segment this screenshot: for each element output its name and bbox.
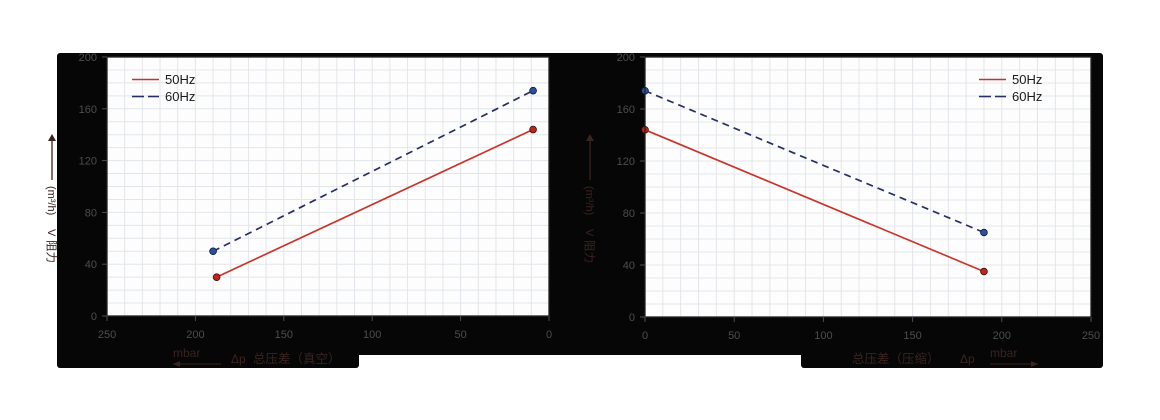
svg-text:100: 100 — [814, 330, 832, 342]
svg-text:120: 120 — [617, 156, 635, 168]
svg-text:80: 80 — [623, 208, 635, 220]
svg-text:40: 40 — [85, 259, 97, 271]
svg-text:150: 150 — [903, 330, 921, 342]
svg-text:Δp: Δp — [960, 352, 975, 366]
svg-text:160: 160 — [79, 104, 97, 116]
svg-text:60Hz: 60Hz — [165, 89, 195, 104]
svg-text:60Hz: 60Hz — [1012, 89, 1042, 104]
svg-text:250: 250 — [1082, 330, 1100, 342]
svg-text:(m³/h): (m³/h) — [583, 186, 595, 215]
svg-text:120: 120 — [79, 156, 97, 168]
svg-text:0: 0 — [629, 312, 635, 324]
svg-text:V: V — [583, 229, 595, 237]
svg-text:阻力: 阻力 — [583, 240, 596, 263]
svg-text:40: 40 — [623, 260, 635, 272]
svg-text:80: 80 — [85, 207, 97, 219]
svg-text:V: V — [45, 229, 57, 237]
svg-text:50: 50 — [454, 329, 466, 341]
svg-text:100: 100 — [363, 329, 381, 341]
svg-text:总压差（压缩）: 总压差（压缩） — [852, 351, 940, 366]
svg-text:200: 200 — [79, 52, 97, 64]
svg-text:250: 250 — [98, 329, 116, 341]
svg-text:200: 200 — [617, 52, 635, 64]
svg-text:Δp: Δp — [231, 352, 246, 366]
svg-text:50Hz: 50Hz — [165, 72, 195, 87]
svg-text:阻力: 阻力 — [45, 240, 58, 263]
svg-text:mbar: mbar — [173, 347, 200, 360]
svg-text:200: 200 — [993, 330, 1011, 342]
svg-text:150: 150 — [275, 329, 293, 341]
svg-text:0: 0 — [642, 330, 648, 342]
svg-text:0: 0 — [546, 329, 552, 341]
svg-text:mbar: mbar — [990, 347, 1017, 360]
svg-text:(m³/h): (m³/h) — [45, 186, 57, 215]
svg-text:160: 160 — [617, 104, 635, 116]
svg-text:总压差（真空）: 总压差（真空） — [253, 352, 341, 366]
svg-text:50: 50 — [728, 330, 740, 342]
svg-text:0: 0 — [91, 311, 97, 323]
svg-text:200: 200 — [186, 329, 204, 341]
svg-text:50Hz: 50Hz — [1012, 72, 1042, 87]
